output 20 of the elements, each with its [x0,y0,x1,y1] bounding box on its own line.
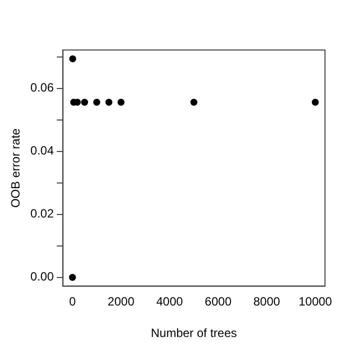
y-tick-label: 0.02 [30,206,54,221]
point [105,98,112,106]
x-tick-label: 0 [69,294,76,309]
x-tick-label: 2000 [108,294,135,309]
y-tick-label: 0.04 [30,144,54,158]
y-tick-label: 0.00 [30,270,54,284]
x-axis-title: Number of trees [150,326,237,340]
point [69,55,76,62]
point [68,274,76,281]
x-tick-label: 10000 [298,294,332,309]
point [312,98,319,106]
x-tick-label: 6000 [204,294,232,309]
point [81,98,88,106]
y-axis-title: OOB error rate [8,128,23,208]
point [190,98,198,106]
point [93,98,100,106]
x-tick-label: 8000 [253,294,280,309]
point [118,98,125,106]
x-tick-label: 4000 [156,294,184,309]
y-tick-label: 0.06 [30,80,54,95]
